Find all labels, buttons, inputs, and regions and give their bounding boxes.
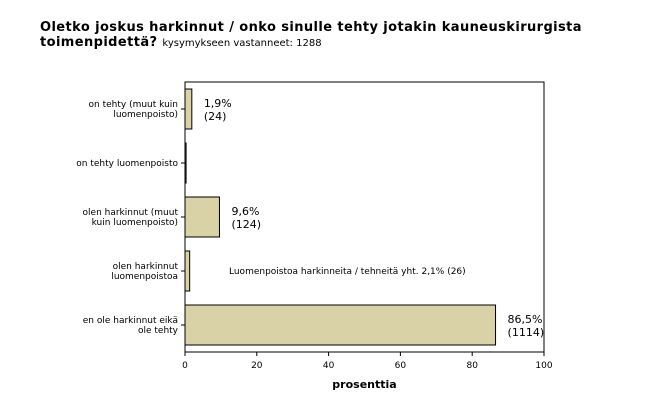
- x-tick-label: 0: [182, 361, 188, 371]
- data-label-percent: 9,6%: [231, 205, 259, 218]
- category-label: olen harkinnut (muut kuin luomenpoisto): [83, 208, 179, 228]
- category-label: on tehty (muut kuin luomenpoisto): [89, 100, 178, 120]
- bar: [184, 304, 497, 346]
- data-label-count: (1114): [508, 326, 545, 339]
- x-tick-label: 40: [323, 361, 335, 371]
- data-label-percent: 86,5%: [508, 313, 543, 326]
- bar: [184, 196, 220, 238]
- category-label: en ole harkinnut eikä ole tehty: [83, 316, 179, 336]
- bar: [184, 88, 193, 130]
- x-tick-label: 20: [251, 361, 263, 371]
- chart-annotation: Luomenpoistoa harkinneita / tehneitä yht…: [229, 267, 466, 277]
- chart-title-text: Oletko joskus harkinnut / onko sinulle t…: [40, 20, 582, 50]
- x-tick-label: 80: [466, 361, 478, 371]
- data-label-count: (124): [231, 218, 261, 231]
- x-tick-label: 60: [395, 361, 407, 371]
- bar: [184, 250, 191, 292]
- data-label-count: (24): [204, 110, 227, 123]
- data-label-percent: 1,9%: [204, 97, 232, 110]
- chart-subtitle: kysymykseen vastanneet: 1288: [162, 38, 322, 49]
- x-tick-label: 100: [535, 361, 552, 371]
- chart-title: Oletko joskus harkinnut / onko sinulle t…: [40, 20, 640, 51]
- category-label: olen harkinnut luomenpoistoa: [111, 262, 178, 282]
- category-label: on tehty luomenpoisto: [76, 159, 178, 169]
- x-axis-label: prosenttia: [332, 378, 396, 391]
- bar: [184, 142, 187, 184]
